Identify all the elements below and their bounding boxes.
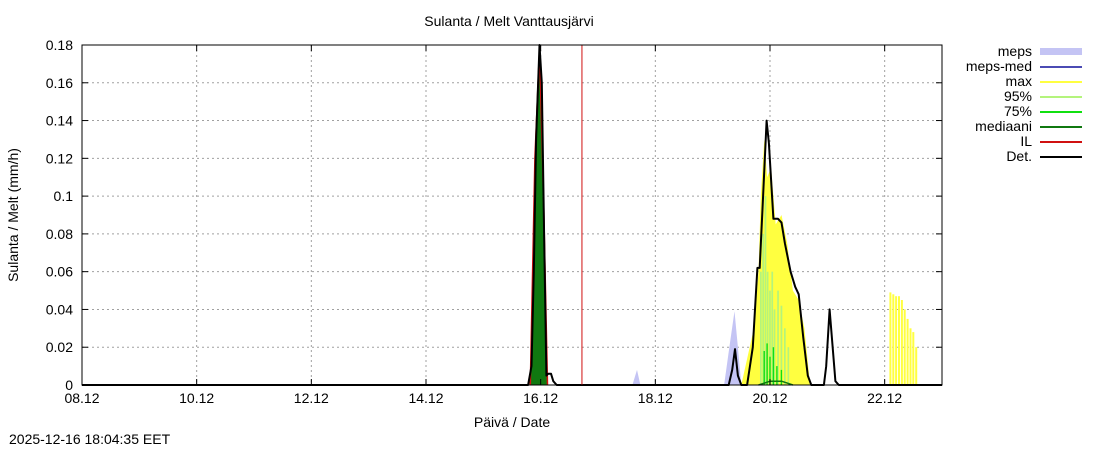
legend-label: 75%: [1004, 103, 1032, 119]
generated-timestamp: 2025-12-16 18:04:35 EET: [9, 431, 171, 447]
series-bar-max: [915, 347, 918, 385]
x-axis-ticks: 08.12 10.12 12.12 14.12 16.12 18.12 20.12 22.12: [64, 45, 902, 406]
y-tick-label: 0.1: [54, 188, 74, 204]
y-tick-label: 0.08: [46, 226, 73, 242]
series-bar-max: [912, 332, 915, 385]
series-bar-max: [892, 294, 895, 385]
x-tick-label: 22.12: [867, 390, 902, 406]
legend-label: meps: [998, 43, 1032, 59]
series-line-median: [758, 380, 794, 386]
plot-frame: [81, 44, 943, 386]
series-bar-max: [889, 292, 892, 385]
y-tick-label: 0.04: [46, 301, 73, 317]
x-tick-label: 12.12: [294, 390, 329, 406]
x-tick-label: 14.12: [408, 390, 443, 406]
series-bar-max: [906, 318, 909, 385]
legend-entry-p75: 75%: [1004, 103, 1082, 119]
legend-swatch: [1040, 48, 1082, 55]
y-tick-label: 0: [65, 377, 73, 393]
series-bar-p95: [787, 347, 790, 385]
series-bar-p75: [772, 347, 775, 385]
y-tick-label: 0.14: [46, 113, 73, 129]
series-p95: [760, 196, 790, 385]
series-max: [889, 292, 918, 385]
series-area-meps: [632, 311, 742, 385]
x-tick-label: 20.12: [752, 390, 787, 406]
legend-entry-det: Det.: [1006, 148, 1082, 164]
series-det: [82, 44, 942, 386]
series-bar-max: [903, 309, 906, 385]
series-bar-p95: [762, 233, 764, 385]
series-line-det: [82, 44, 942, 386]
y-axis-label: Sulanta / Melt (mm/h): [5, 148, 21, 282]
series-bar-p95: [766, 271, 769, 385]
legend-label: Det.: [1006, 148, 1032, 164]
legend-entry-median: mediaani: [975, 118, 1082, 134]
series-bar-p95: [780, 305, 783, 385]
series-bar-p95: [777, 290, 779, 385]
legend-label: max: [1006, 73, 1032, 89]
series-bar-p95: [760, 271, 762, 385]
grid: [82, 45, 942, 385]
series-bar-p95: [773, 309, 776, 385]
legend-label: mediaani: [975, 118, 1032, 134]
series-bar-max: [909, 328, 912, 385]
series-bar-p95: [764, 196, 767, 385]
legend-entry-p95: 95%: [1004, 88, 1082, 104]
series-meps: [632, 311, 742, 385]
x-tick-label: 16.12: [523, 390, 558, 406]
y-tick-label: 0.06: [46, 264, 73, 280]
legend-entry-meps_med: meps-med: [966, 58, 1082, 74]
x-tick-label: 18.12: [638, 390, 673, 406]
series-layer: [82, 44, 942, 386]
y-tick-label: 0.16: [46, 75, 73, 91]
series-bar-p75: [776, 366, 778, 385]
series-bar-p95: [784, 328, 786, 385]
legend-label: 95%: [1004, 88, 1032, 104]
legend-entry-il: IL: [1020, 133, 1082, 149]
series-bar-max: [900, 300, 903, 385]
legend-entry-max: max: [1006, 73, 1082, 89]
legend-label: IL: [1020, 133, 1032, 149]
series-median: [758, 380, 794, 386]
legend-label: meps-med: [966, 58, 1032, 74]
series-bar-p95: [769, 290, 771, 385]
series-bar-p95: [771, 271, 774, 385]
series-bar-p75: [763, 351, 765, 385]
y-tick-label: 0.18: [46, 37, 73, 53]
x-axis-label: Päivä / Date: [474, 414, 550, 430]
y-tick-label: 0.12: [46, 150, 73, 166]
series-bar-max: [898, 296, 900, 385]
chart-title: Sulanta / Melt Vanttausjärvi: [424, 13, 593, 29]
series-bar-max: [895, 296, 898, 385]
x-tick-label: 10.12: [179, 390, 214, 406]
series-bar-p75: [766, 343, 768, 385]
y-axis-ticks: 0 0.02 0.04 0.06 0.08 0.1 0.12 0.14 0.16 0.18: [46, 37, 942, 393]
y-tick-label: 0.02: [46, 339, 73, 355]
series-bar-p75: [780, 369, 783, 385]
series-bar-p75: [769, 356, 771, 385]
x-tick-label: 08.12: [64, 390, 99, 406]
legend-entry-meps: meps: [998, 43, 1082, 59]
